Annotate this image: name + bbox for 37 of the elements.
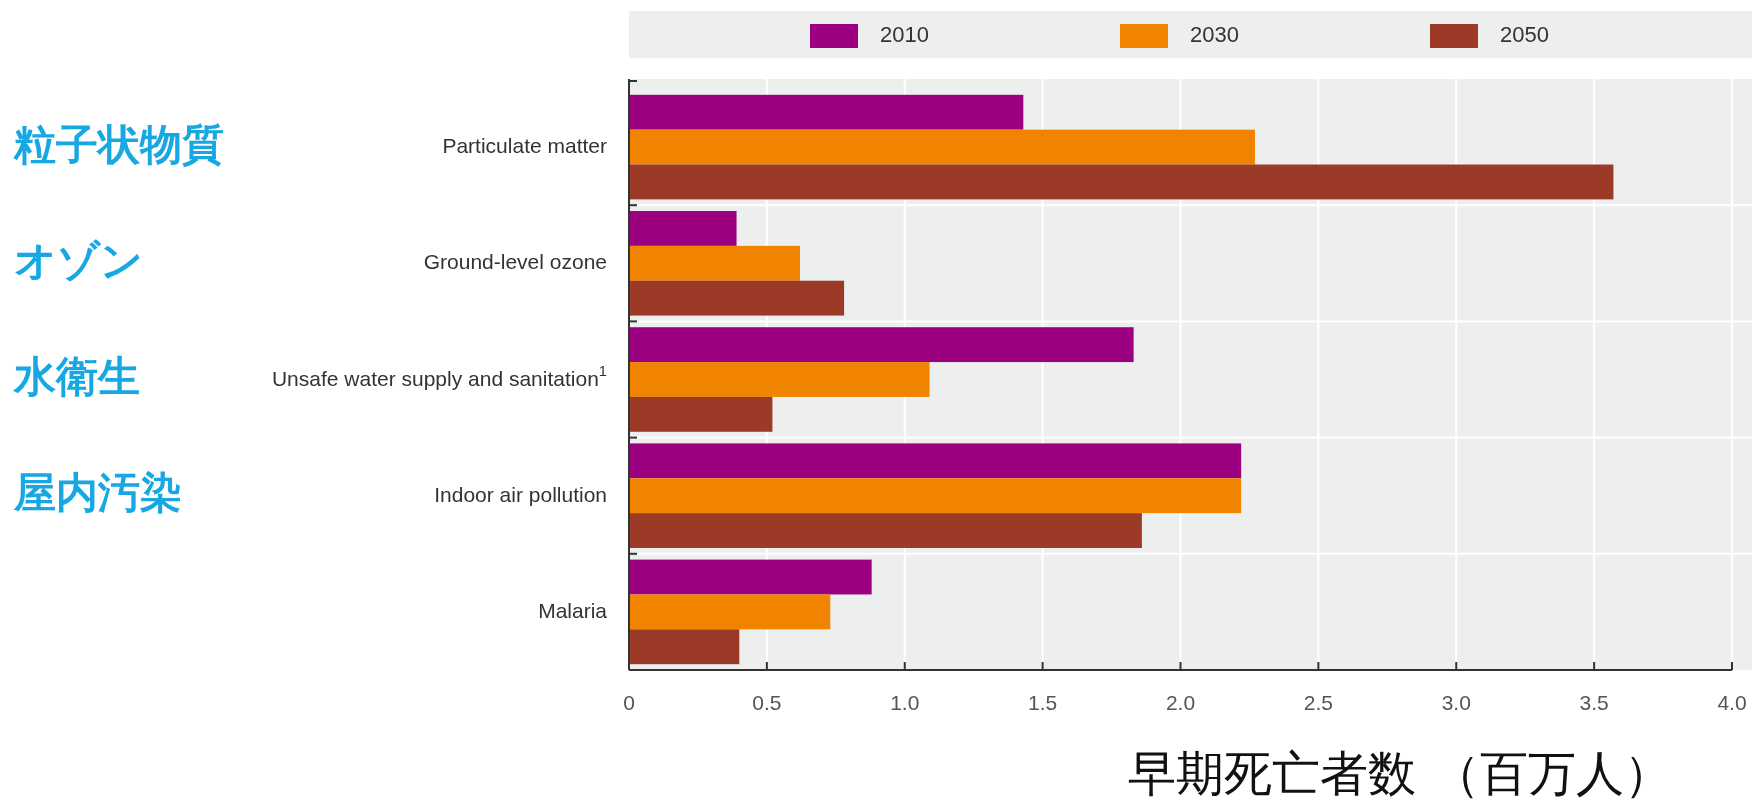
bar (629, 443, 1242, 479)
bar (629, 164, 1614, 200)
y-tick-label: Unsafe water supply and sanitation$^{1}$ (271, 362, 607, 390)
bar (629, 362, 930, 397)
bar (629, 396, 773, 432)
bar (629, 94, 1024, 130)
bar (629, 211, 737, 246)
bar (629, 245, 800, 281)
x-tick-label: 3.5 (1579, 691, 1609, 714)
legend-label: 2030 (1190, 21, 1239, 47)
x-tick-label: 1.0 (890, 691, 920, 714)
y-tick-label: Malaria (538, 598, 608, 622)
x-tick-label: 2.0 (1165, 691, 1196, 714)
bar (629, 594, 831, 630)
text: 水衛生 (12, 352, 140, 401)
bar (629, 327, 1134, 363)
x-tick-label: 0 (623, 691, 635, 714)
x-tick-label: 3.0 (1441, 691, 1471, 714)
legend-label: 2010 (880, 21, 929, 47)
bar (629, 513, 1142, 548)
y-tick-label: Ground-level ozone (423, 249, 607, 273)
text: 屋内汚染 (13, 468, 182, 518)
text: 粒子状物質 (13, 119, 224, 169)
bar (629, 280, 845, 316)
x-tick-label: 4.0 (1717, 691, 1747, 714)
text: オゾン (14, 235, 143, 285)
x-tick-label: 2.5 (1303, 691, 1333, 714)
x-axis-title: 早期死亡者数 （百万人） (1128, 745, 1672, 801)
y-tick-label: Indoor air pollution (434, 482, 607, 506)
x-tick-label: 1.5 (1028, 691, 1058, 714)
y-tick-label: Particulate matter (442, 133, 607, 157)
x-tick-label: 0.5 (752, 691, 782, 714)
bar (629, 559, 872, 595)
bar (629, 629, 740, 665)
legend-label: 2050 (1500, 21, 1549, 47)
bar (629, 129, 1255, 165)
bar (629, 478, 1242, 514)
